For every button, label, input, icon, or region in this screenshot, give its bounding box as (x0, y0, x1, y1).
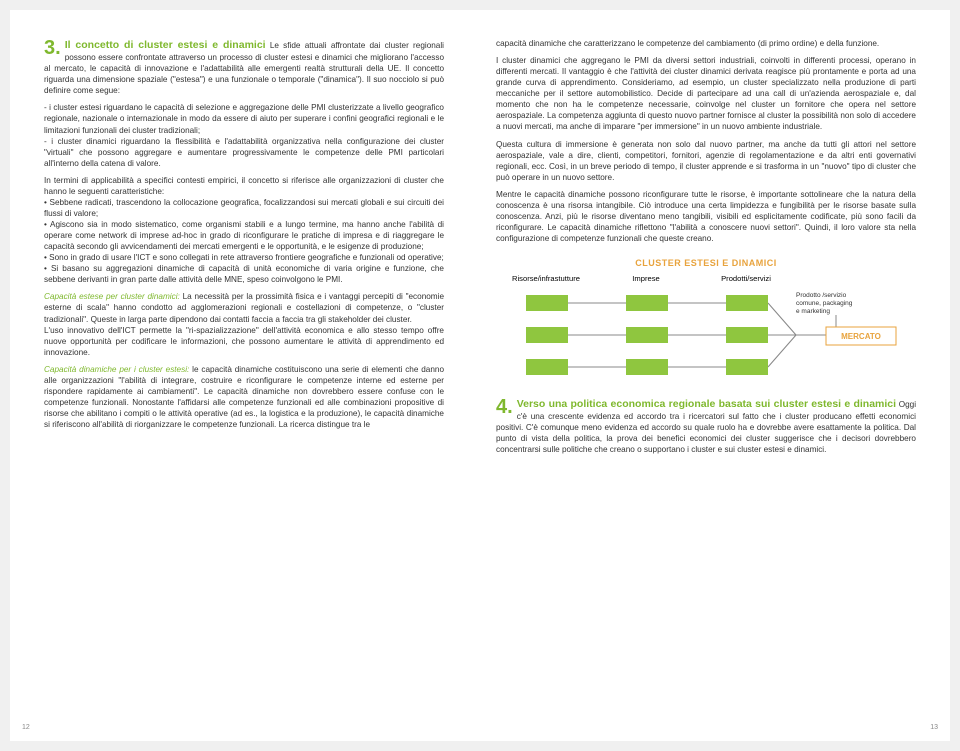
svg-text:Prodotto /servizio: Prodotto /servizio (796, 292, 847, 299)
col-header-3: Prodotti/servizi (696, 274, 796, 283)
sub2-text: le capacità dinamiche costituiscono una … (44, 365, 444, 429)
section-3: 3. Il concetto di cluster estesi e dinam… (44, 38, 444, 430)
r-para4: Mentre le capacità dinamiche possono ric… (496, 189, 916, 244)
right-page: capacità dinamiche che caratterizzano le… (470, 10, 950, 741)
subhead-capacita-estese: Capacità estese per cluster dinamici: (44, 292, 180, 301)
col-header-2: Imprese (596, 274, 696, 283)
left-page: 3. Il concetto di cluster estesi e dinam… (10, 10, 470, 741)
r-para1: capacità dinamiche che caratterizzano le… (496, 38, 916, 49)
section-number-4: 4. (496, 397, 513, 417)
svg-text:MERCATO: MERCATO (841, 332, 881, 341)
section-title-3: Il concetto di cluster estesi e dinamici (65, 39, 266, 51)
section-4: 4. Verso una politica economica regional… (496, 397, 916, 455)
cluster-diagram: CLUSTER ESTESI E DINAMICI Risorse/infras… (496, 258, 916, 387)
svg-text:e marketing: e marketing (796, 308, 830, 315)
page-spread: 3. Il concetto di cluster estesi e dinam… (10, 10, 950, 741)
page-number-left: 12 (22, 724, 30, 731)
diagram-title: CLUSTER ESTESI E DINAMICI (496, 258, 916, 268)
page-number-right: 13 (930, 724, 938, 731)
sub1-text: La necessità per la prossimità fisica e … (44, 292, 444, 356)
right-body: capacità dinamiche che caratterizzano le… (496, 38, 916, 244)
col-header-1: Risorse/infrastutture (496, 274, 596, 283)
r-para2: I cluster dinamici che aggregano le PMI … (496, 55, 916, 132)
r-para3: Questa cultura di immersione è generata … (496, 139, 916, 183)
diagram-col-headers: Risorse/infrastutture Imprese Prodotti/s… (496, 274, 916, 283)
svg-text:comune, packaging: comune, packaging (796, 300, 853, 307)
bullets-1: - i cluster estesi riguardano le capacit… (44, 102, 444, 168)
section-title-4: Verso una politica economica regionale b… (517, 398, 896, 410)
section-number-3: 3. (44, 38, 61, 58)
diagram-svg: Prodotto /serviziocomune, packaginge mar… (496, 287, 916, 387)
para-characteristics: In termini di applicabilità a specifici … (44, 175, 444, 286)
subhead-capacita-dinamiche: Capacità dinamiche per i cluster estesi: (44, 365, 189, 374)
